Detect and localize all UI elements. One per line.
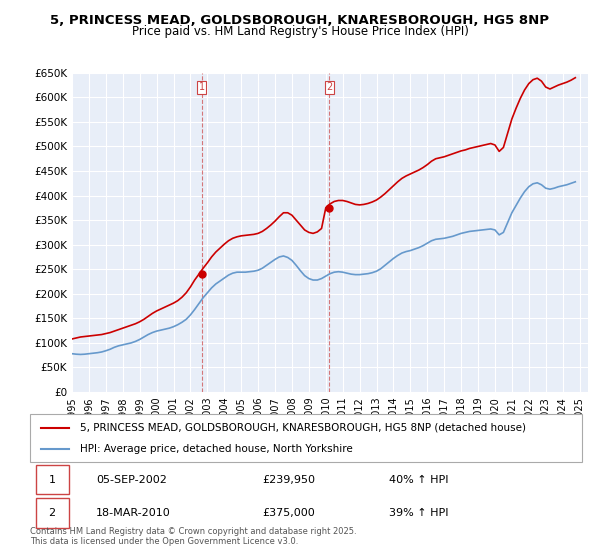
Text: £239,950: £239,950 — [262, 474, 315, 484]
Text: 1: 1 — [49, 474, 56, 484]
Text: 2: 2 — [49, 508, 56, 518]
Text: 2: 2 — [326, 82, 332, 92]
Text: 39% ↑ HPI: 39% ↑ HPI — [389, 508, 448, 518]
Text: 18-MAR-2010: 18-MAR-2010 — [96, 508, 171, 518]
Text: HPI: Average price, detached house, North Yorkshire: HPI: Average price, detached house, Nort… — [80, 444, 352, 454]
FancyBboxPatch shape — [35, 465, 68, 494]
Text: 40% ↑ HPI: 40% ↑ HPI — [389, 474, 448, 484]
Text: £375,000: £375,000 — [262, 508, 314, 518]
Text: 5, PRINCESS MEAD, GOLDSBOROUGH, KNARESBOROUGH, HG5 8NP: 5, PRINCESS MEAD, GOLDSBOROUGH, KNARESBO… — [50, 14, 550, 27]
Text: 5, PRINCESS MEAD, GOLDSBOROUGH, KNARESBOROUGH, HG5 8NP (detached house): 5, PRINCESS MEAD, GOLDSBOROUGH, KNARESBO… — [80, 423, 526, 433]
Text: 1: 1 — [199, 82, 205, 92]
FancyBboxPatch shape — [35, 498, 68, 528]
Text: Price paid vs. HM Land Registry's House Price Index (HPI): Price paid vs. HM Land Registry's House … — [131, 25, 469, 38]
Text: Contains HM Land Registry data © Crown copyright and database right 2025.
This d: Contains HM Land Registry data © Crown c… — [30, 526, 356, 546]
FancyBboxPatch shape — [30, 414, 582, 462]
Text: 05-SEP-2002: 05-SEP-2002 — [96, 474, 167, 484]
